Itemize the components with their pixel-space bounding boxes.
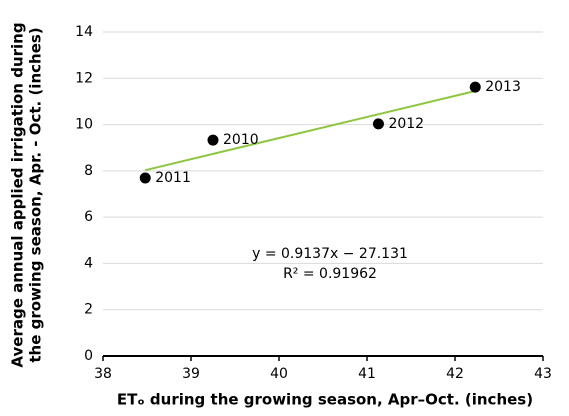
point [372,118,384,130]
y-tick-label: 4 [84,255,93,271]
y-tick-label: 6 [84,209,93,225]
x-tick-label: 38 [94,366,112,382]
point-label: 2010 [223,132,259,148]
point [207,134,219,146]
point-label: 2011 [155,170,191,186]
y-tick-label: 10 [75,117,93,133]
y-tick-label: 12 [75,70,93,86]
trendline [145,90,476,172]
x-tick-label: 41 [358,366,376,382]
x-tick-label: 39 [182,366,200,382]
y-tick-label: 2 [84,302,93,318]
point [139,172,151,184]
y-axis-label: the growing season, Apr. - Oct. (inches) [27,27,45,362]
point [469,81,481,93]
point-label: 2012 [388,116,424,132]
y-tick-label: 0 [84,348,93,364]
x-axis-label: ETₒ during the growing season, Apr–Oct. … [117,391,533,409]
r-squared: R² = 0.91962 [283,266,377,282]
x-tick-label: 42 [446,366,464,382]
point-label: 2013 [485,79,521,95]
y-tick-label: 14 [75,24,93,40]
equation: y = 0.9137x − 27.131 [252,246,408,262]
x-tick-label: 40 [270,366,288,382]
y-axis-label: Average annual applied irrigation during [9,22,27,367]
x-tick-label: 43 [534,366,552,382]
y-tick-label: 8 [84,163,93,179]
